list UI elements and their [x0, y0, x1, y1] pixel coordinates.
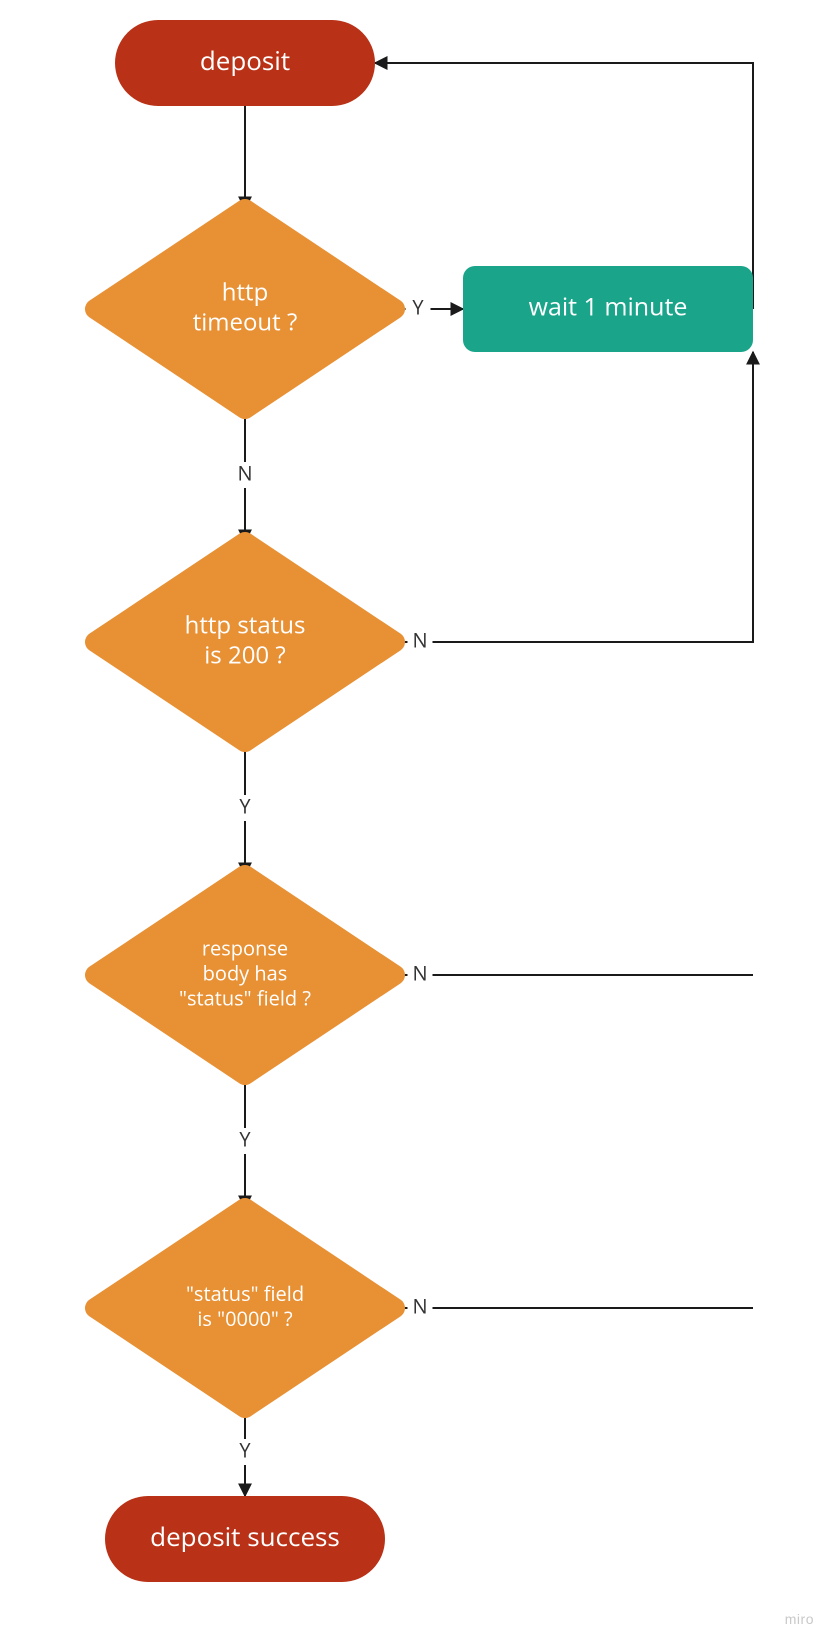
edge-label: Y [412, 293, 424, 320]
node-label: deposit [200, 42, 290, 78]
edge-label: N [237, 459, 252, 486]
flowchart-canvas: NYYNYNYNdeposithttptimeout ?http statusi… [0, 0, 828, 1637]
node-label-line: timeout ? [193, 305, 298, 338]
edge-label: Y [239, 1125, 251, 1152]
edge-label: N [412, 959, 427, 986]
node-label-line: http [222, 275, 269, 308]
node-label-line: body has [203, 959, 288, 986]
watermark: miro [785, 1611, 814, 1627]
node-label: wait 1 minute [529, 290, 688, 324]
node-d1: httptimeout ? [95, 209, 395, 409]
flowchart-svg: NYYNYNYNdeposithttptimeout ?http statusi… [0, 0, 828, 1637]
node-d2: http statusis 200 ? [95, 542, 395, 742]
node-label-line: is "0000" ? [197, 1305, 293, 1332]
edge-label: N [412, 626, 427, 653]
edge [395, 352, 753, 642]
node-label-line: http status [185, 608, 306, 641]
node-label-line: response [202, 934, 288, 961]
node-d4: "status" fieldis "0000" ? [95, 1208, 395, 1408]
node-label-line: is 200 ? [204, 638, 286, 671]
node-start: deposit [115, 20, 375, 106]
node-wait: wait 1 minute [463, 266, 753, 352]
edge-label: N [412, 1292, 427, 1319]
node-label-line: "status" field ? [179, 984, 311, 1011]
edge-label: Y [239, 792, 251, 819]
node-label: deposit success [150, 1518, 340, 1554]
node-label-line: "status" field [186, 1280, 304, 1307]
node-d3: responsebody has"status" field ? [95, 875, 395, 1075]
edge-label: Y [239, 1436, 251, 1463]
node-end: deposit success [105, 1496, 385, 1582]
